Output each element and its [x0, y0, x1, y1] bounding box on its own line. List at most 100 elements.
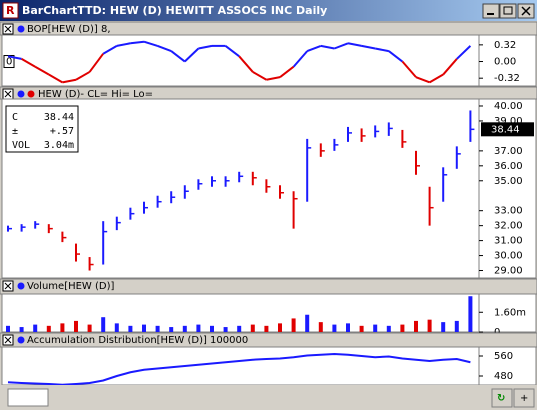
- info-value: 3.04m: [44, 140, 74, 151]
- axis-area: [478, 34, 537, 87]
- volume-bar: [87, 324, 92, 332]
- volume-bar: [6, 325, 10, 332]
- series-dot: [27, 90, 35, 98]
- last-price-label: 38.44: [491, 124, 520, 135]
- bop-segment: [62, 78, 77, 84]
- volume-bar: [454, 320, 459, 332]
- info-label: C: [12, 112, 18, 123]
- refresh-glyph: ↻: [497, 393, 505, 404]
- y-tick-label: -0.32: [494, 73, 520, 84]
- plot-area: [1, 34, 480, 87]
- volume-bar: [196, 324, 201, 332]
- last-price-badge: [481, 122, 534, 137]
- y-tick-label: 37.00: [494, 146, 523, 157]
- title-bar: [0, 0, 537, 21]
- y-tick-label: 31.00: [494, 236, 523, 247]
- volume-bar: [305, 314, 310, 332]
- info-value: 38.44: [44, 112, 74, 123]
- volume-bar: [414, 320, 418, 332]
- series-dot: [17, 90, 25, 98]
- bop-segment: [292, 50, 308, 68]
- info-label: ±: [12, 126, 18, 137]
- volume-bar: [114, 323, 119, 332]
- bop-segment: [320, 44, 335, 50]
- volume-bar: [278, 323, 282, 332]
- y-tick-label: 36.00: [494, 161, 523, 172]
- axis-area: [478, 293, 537, 333]
- bop-segment: [88, 53, 105, 73]
- bop-segment: [7, 55, 22, 60]
- axis-area: [478, 346, 537, 386]
- y-tick-label: 35.00: [494, 176, 523, 187]
- bop-segment: [170, 50, 186, 63]
- refresh-button[interactable]: [491, 388, 513, 408]
- minimize-button[interactable]: [482, 3, 500, 19]
- y-tick-label: 480: [494, 371, 513, 382]
- bop-segment: [375, 47, 389, 53]
- info-box: [5, 105, 79, 153]
- add-button[interactable]: [513, 388, 535, 408]
- volume-bar: [46, 325, 51, 332]
- bop-segment: [306, 44, 322, 53]
- volume-bar: [223, 327, 228, 332]
- y-tick-label: 33.00: [494, 206, 523, 217]
- bop-segment: [116, 42, 131, 47]
- volume-bar: [60, 323, 65, 332]
- plot-area: [1, 293, 480, 333]
- symbol-input[interactable]: [7, 388, 49, 407]
- bop-segment: [48, 73, 63, 84]
- maximize-glyph: [503, 6, 513, 15]
- bop-segment: [238, 55, 254, 73]
- bop-segment: [401, 60, 417, 78]
- window-buttons[interactable]: [482, 3, 535, 19]
- bop-segment: [75, 71, 91, 81]
- volume-bar: [373, 324, 378, 332]
- bop-segment: [102, 45, 118, 55]
- bop-segment: [361, 44, 376, 50]
- bop-segment: [429, 73, 444, 84]
- bop-segment: [266, 76, 281, 81]
- volume-bar: [169, 327, 174, 332]
- bop-segment: [279, 65, 295, 78]
- volume-bar: [427, 319, 432, 332]
- bop-segment: [347, 42, 362, 47]
- volume-bar: [359, 325, 364, 332]
- add-glyph: +: [520, 393, 528, 404]
- y-tick-label: 40.00: [494, 101, 523, 112]
- info-label: VOL: [12, 140, 30, 151]
- info-value: +.57: [50, 126, 74, 137]
- volume-bar: [400, 324, 405, 332]
- app-icon-glyph: R: [6, 4, 15, 17]
- plot-area: [1, 346, 480, 386]
- volume-bar: [318, 322, 323, 332]
- volume-bar: [250, 324, 255, 332]
- volume-bar: [468, 296, 473, 332]
- series-dot: [17, 282, 25, 290]
- volume-bar: [210, 325, 214, 332]
- bop-segment: [442, 58, 458, 76]
- volume-bar: [441, 322, 446, 332]
- series-dot: [17, 25, 25, 33]
- y-tick-label: 0.00: [494, 57, 516, 68]
- bop-segment: [157, 44, 172, 53]
- volume-bar: [155, 325, 160, 332]
- close-panel-glyph: [4, 25, 12, 33]
- volume-bar: [332, 324, 337, 332]
- bop-segment: [388, 50, 404, 63]
- volume-bar: [237, 325, 242, 332]
- y-tick-label: 1.60m: [494, 307, 526, 318]
- volume-bar: [182, 325, 187, 332]
- volume-bar: [291, 318, 296, 332]
- volume-bar: [128, 325, 133, 332]
- maximize-button[interactable]: [499, 3, 517, 19]
- bop-segment: [252, 71, 267, 81]
- zero-label: 0: [6, 57, 12, 68]
- panel-title: HEW (D)- CL= Hi= Lo=: [38, 89, 153, 100]
- volume-bar: [33, 324, 38, 332]
- y-tick-label: 29.00: [494, 266, 523, 277]
- panel-title: BOP[HEW (D)] 8,: [27, 24, 111, 35]
- volume-bar: [19, 327, 24, 332]
- y-tick-label: 39.00: [494, 116, 523, 127]
